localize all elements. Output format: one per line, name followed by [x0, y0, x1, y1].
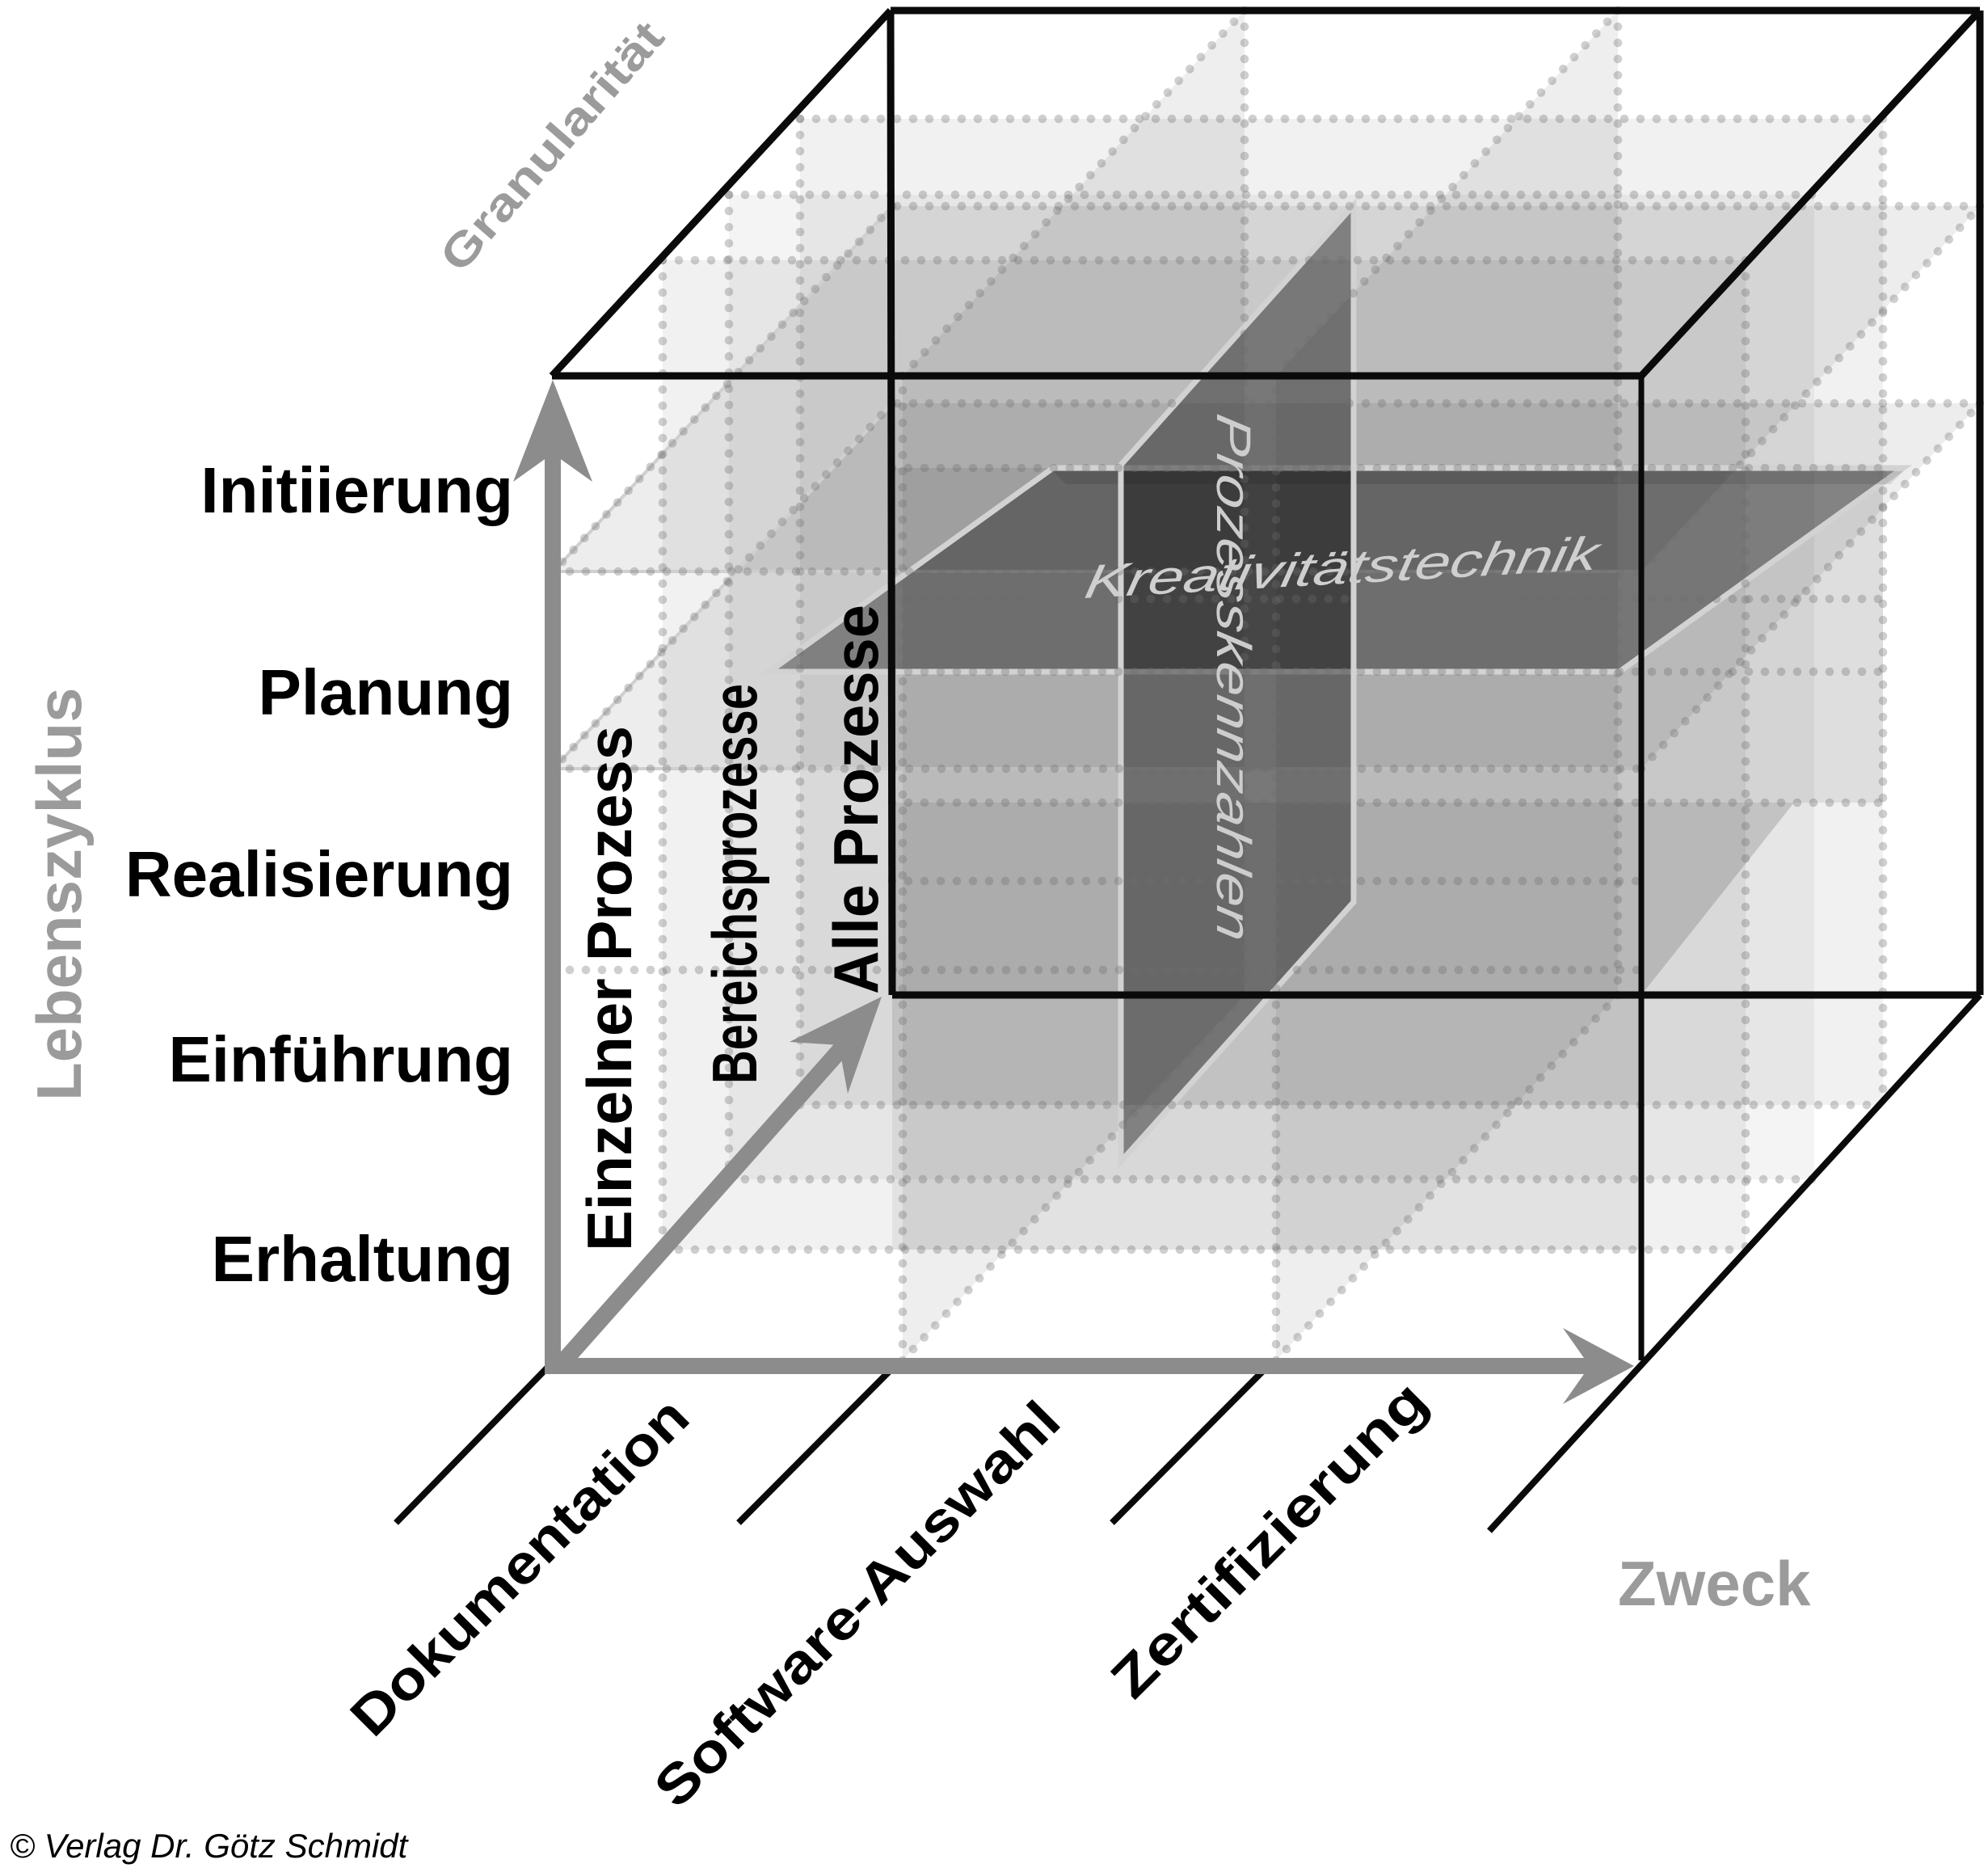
svg-text:Einführung: Einführung	[168, 1023, 513, 1095]
svg-text:Erhaltung: Erhaltung	[212, 1223, 513, 1295]
svg-text:Initiierung: Initiierung	[200, 454, 513, 526]
svg-text:Prozesskennzahlen: Prozesskennzahlen	[1207, 411, 1261, 946]
svg-text:Bereichsprozesse: Bereichsprozesse	[699, 684, 770, 1084]
svg-text:© Verlag Dr. Götz Schmidt: © Verlag Dr. Götz Schmidt	[10, 1827, 410, 1865]
svg-text:Einzelner Prozess: Einzelner Prozess	[574, 726, 645, 1251]
svg-text:Realisierung: Realisierung	[125, 838, 513, 910]
svg-text:Planung: Planung	[258, 656, 513, 728]
svg-text:Alle Prozesse: Alle Prozesse	[820, 605, 891, 994]
svg-text:Zweck: Zweck	[1618, 1548, 1811, 1619]
svg-text:Lebenszyklus: Lebenszyklus	[23, 687, 95, 1101]
